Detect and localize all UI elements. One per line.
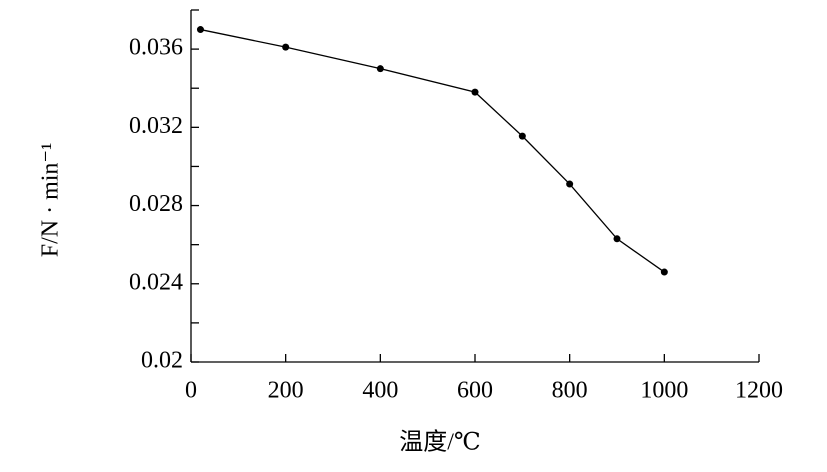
data-point [566, 180, 574, 188]
data-point [282, 43, 290, 51]
data-point [471, 88, 479, 96]
y-tick-label: 0.028 [129, 191, 183, 217]
y-tick-label: 0.036 [129, 35, 183, 61]
x-tick-label: 200 [268, 378, 304, 404]
data-point [613, 235, 621, 243]
y-tick-label: 0.024 [129, 269, 183, 295]
y-tick-label: 0.032 [129, 113, 183, 139]
x-tick-label: 1200 [735, 378, 783, 404]
data-point [518, 132, 526, 140]
y-tick-label: 0.02 [141, 348, 183, 374]
data-point [196, 26, 204, 34]
x-axis-label: 温度/℃ [399, 429, 481, 456]
data-point [660, 268, 668, 276]
x-tick-label: 600 [457, 378, 493, 404]
y-axis-label: F/N · min⁻¹ [38, 143, 64, 258]
data-point [376, 65, 384, 73]
x-tick-label: 400 [362, 378, 398, 404]
data-line [200, 28, 665, 273]
x-tick-label: 0 [185, 378, 197, 404]
x-tick-label: 800 [552, 378, 588, 404]
x-tick-label: 1000 [640, 378, 688, 404]
